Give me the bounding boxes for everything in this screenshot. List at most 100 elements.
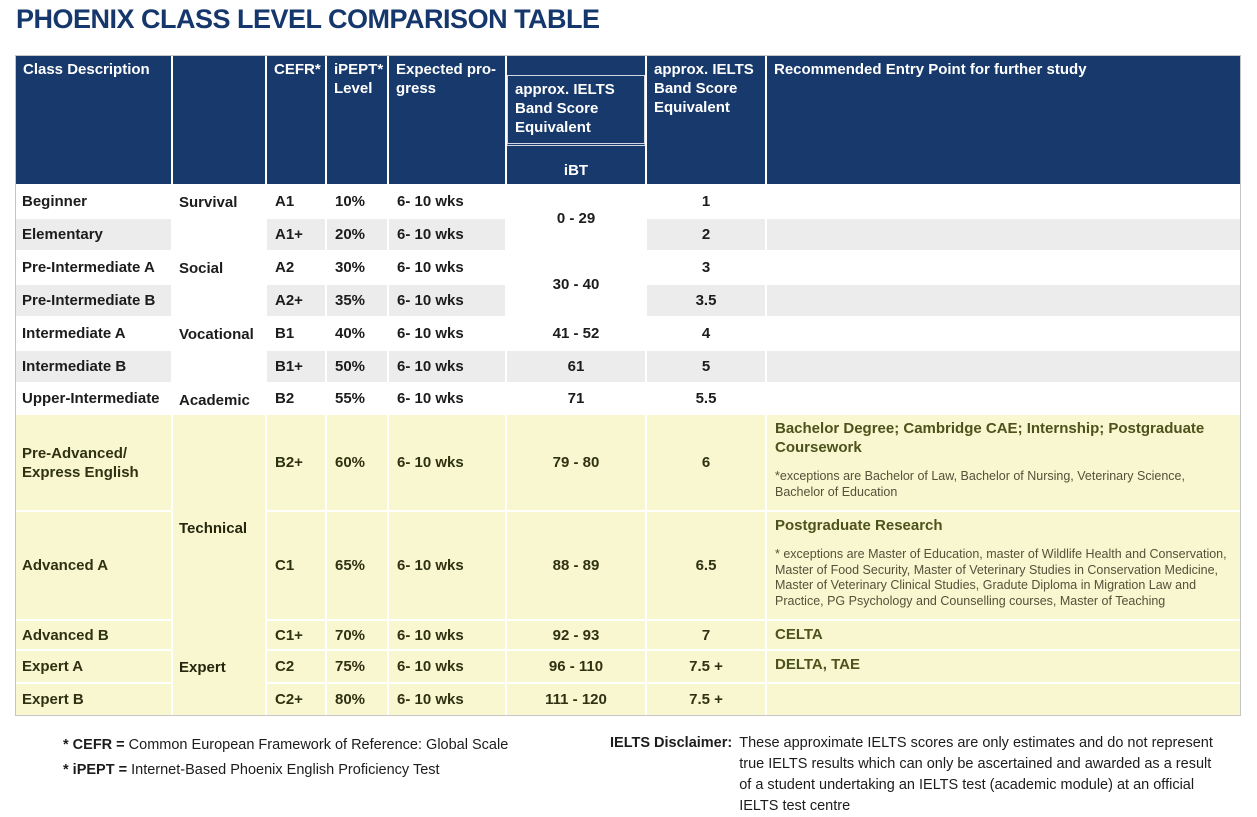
footnote-cefr: * CEFR = Common European Framework of Re… xyxy=(63,733,508,758)
class-cell: Expert A xyxy=(16,649,171,682)
cefr-cell: A2 xyxy=(265,250,325,283)
ibt-score-cell: 92 - 93 xyxy=(505,619,645,649)
header-cefr: CEFR* xyxy=(265,56,325,184)
cefr-cell: B2 xyxy=(265,382,325,413)
expected-progress-cell: 6- 10 wks xyxy=(387,217,505,250)
cefr-cell: C2 xyxy=(265,649,325,682)
ielts-disclaimer-text: These approximate IELTS scores are only … xyxy=(739,735,1213,814)
category-cell: Expert xyxy=(171,649,265,715)
category-cell xyxy=(171,413,265,510)
table-row: Expert A Expert C2 75% 6- 10 wks 96 - 11… xyxy=(16,649,1240,715)
table-row: Advanced B C1+ 70% 6- 10 wks 92 - 93 7 C… xyxy=(16,619,1240,649)
recommended-cell: Bachelor Degree; Cambridge CAE; Internsh… xyxy=(765,413,1240,510)
ibt-score-cell: 88 - 89 xyxy=(505,510,645,619)
recommended-cell xyxy=(765,682,1240,715)
footnote-ipept: * iPEPT = Internet-Based Phoenix English… xyxy=(63,758,508,783)
category-cell: Vocational xyxy=(171,316,265,382)
category-cell: Social xyxy=(171,250,265,316)
ielts-band-cell: 1 xyxy=(645,184,765,217)
ibt-score-cell: 30 - 40 xyxy=(505,250,645,316)
ibt-score-cell: 0 - 29 xyxy=(505,184,645,250)
ibt-band-score-label: approx. IELTS Band Score Equivalent xyxy=(507,75,645,146)
ipept-cell: 65% xyxy=(325,510,387,619)
recommended-cell xyxy=(765,382,1240,413)
class-cell: Pre-Intermediate A xyxy=(16,250,171,283)
class-level-table-container: Class Description CEFR* iPEPT* Level Exp… xyxy=(15,55,1241,716)
class-cell: Upper-Intermediate xyxy=(16,382,171,413)
table-row: Elementary A1+ 20% 6- 10 wks 2 xyxy=(16,217,1240,250)
ielts-band-cell: 7.5 + xyxy=(645,649,765,682)
header-ielts-band-score: approx. IELTS Band Score Equivalent xyxy=(645,56,765,184)
ipept-cell: 30% xyxy=(325,250,387,283)
footnote-cefr-text: Common European Framework of Reference: … xyxy=(124,737,509,753)
table-row: Beginner Survival A1 10% 6- 10 wks 0 - 2… xyxy=(16,184,1240,250)
ielts-disclaimer: IELTS Disclaimer: These approximate IELT… xyxy=(610,733,1225,817)
recommended-title: Bachelor Degree; Cambridge CAE; Internsh… xyxy=(775,420,1205,456)
ibt-score-cell: 41 - 52 xyxy=(505,316,645,349)
recommended-cell xyxy=(765,283,1240,316)
ibt-sublabel: iBT xyxy=(563,162,589,179)
table-row: Pre-Advanced/ Express English B2+ 60% 6-… xyxy=(16,413,1240,510)
ipept-cell: 10% xyxy=(325,184,387,217)
expected-progress-cell: 6- 10 wks xyxy=(387,382,505,413)
ielts-band-cell: 3.5 xyxy=(645,283,765,316)
cefr-cell: A1 xyxy=(265,184,325,217)
ielts-band-cell: 5 xyxy=(645,349,765,382)
expected-progress-cell: 6- 10 wks xyxy=(387,349,505,382)
recommended-cell: Postgraduate Research * exceptions are M… xyxy=(765,510,1240,619)
class-cell: Advanced B xyxy=(16,619,171,649)
ielts-band-cell: 7.5 + xyxy=(645,682,765,715)
ibt-score-cell: 96 - 110 xyxy=(505,649,645,682)
cefr-cell: C2+ xyxy=(265,682,325,715)
expected-progress-cell: 6- 10 wks xyxy=(387,316,505,349)
recommended-title: DELTA, TAE xyxy=(775,656,860,673)
class-cell: Elementary xyxy=(16,217,171,250)
expected-progress-cell: 6- 10 wks xyxy=(387,250,505,283)
expected-progress-cell: 6- 10 wks xyxy=(387,283,505,316)
recommended-cell xyxy=(765,250,1240,283)
table-row: Pre-Intermediate A Social A2 30% 6- 10 w… xyxy=(16,250,1240,316)
ipept-cell: 55% xyxy=(325,382,387,413)
table-row: Intermediate B B1+ 50% 6- 10 wks 61 5 xyxy=(16,349,1240,382)
class-cell: Pre-Advanced/ Express English xyxy=(16,413,171,510)
recommended-cell xyxy=(765,349,1240,382)
ibt-score-cell: 71 xyxy=(505,382,645,413)
ipept-cell: 35% xyxy=(325,283,387,316)
header-expected-progress: Expected pro- gress xyxy=(387,56,505,184)
ipept-cell: 70% xyxy=(325,619,387,649)
class-cell: Intermediate A xyxy=(16,316,171,349)
class-cell: Advanced A xyxy=(16,510,171,619)
cefr-cell: B1+ xyxy=(265,349,325,382)
recommended-cell xyxy=(765,316,1240,349)
category-cell: Technical xyxy=(171,510,265,649)
ibt-score-cell: 61 xyxy=(505,349,645,382)
header-recommended-entry: Recommended Entry Point for further stud… xyxy=(765,56,1240,184)
class-cell: Intermediate B xyxy=(16,349,171,382)
footnote-cefr-term: * CEFR = xyxy=(63,737,125,753)
table-row: Pre-Intermediate B A2+ 35% 6- 10 wks 3.5 xyxy=(16,283,1240,316)
expected-progress-cell: 6- 10 wks xyxy=(387,510,505,619)
recommended-title: CELTA xyxy=(775,626,823,643)
category-cell: Academic xyxy=(171,382,265,413)
footnote-ipept-term: * iPEPT = xyxy=(63,762,128,778)
cefr-cell: C1+ xyxy=(265,619,325,649)
ielts-band-cell: 7 xyxy=(645,619,765,649)
ielts-band-cell: 5.5 xyxy=(645,382,765,413)
table-row: Upper-Intermediate Academic B2 55% 6- 10… xyxy=(16,382,1240,413)
recommended-note: * exceptions are Master of Education, ma… xyxy=(775,547,1227,608)
class-cell: Beginner xyxy=(16,184,171,217)
table-row: Expert B C2+ 80% 6- 10 wks 111 - 120 7.5… xyxy=(16,682,1240,715)
class-cell: Expert B xyxy=(16,682,171,715)
recommended-cell xyxy=(765,184,1240,217)
header-ipept-level: iPEPT* Level xyxy=(325,56,387,184)
expected-progress-cell: 6- 10 wks xyxy=(387,413,505,510)
recommended-cell xyxy=(765,217,1240,250)
header-class-description: Class Description xyxy=(16,56,171,184)
category-cell: Survival xyxy=(171,184,265,250)
cefr-cell: B2+ xyxy=(265,413,325,510)
cefr-cell: A2+ xyxy=(265,283,325,316)
expected-progress-cell: 6- 10 wks xyxy=(387,619,505,649)
expected-progress-cell: 6- 10 wks xyxy=(387,184,505,217)
cefr-cell: B1 xyxy=(265,316,325,349)
ielts-disclaimer-label: IELTS Disclaimer: xyxy=(610,735,733,751)
